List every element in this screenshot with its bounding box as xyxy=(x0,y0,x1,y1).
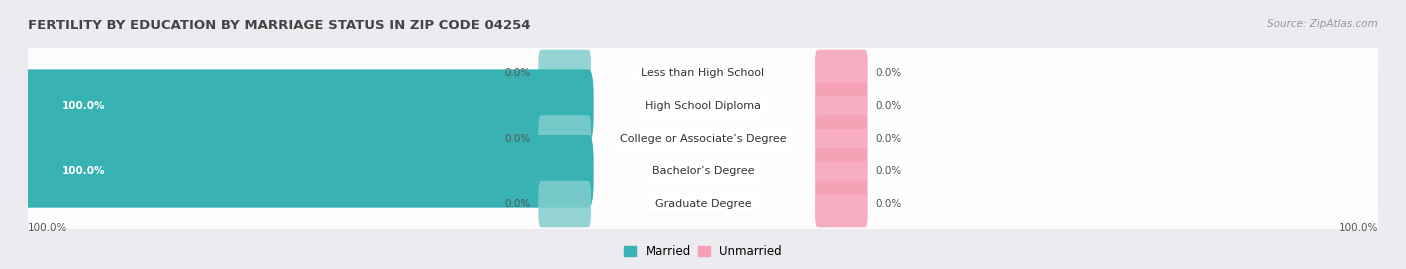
Text: 100.0%: 100.0% xyxy=(28,223,67,233)
Legend: Married, Unmarried: Married, Unmarried xyxy=(620,240,786,262)
FancyBboxPatch shape xyxy=(25,34,1381,112)
Text: 0.0%: 0.0% xyxy=(875,199,901,209)
FancyBboxPatch shape xyxy=(22,69,593,142)
Text: FERTILITY BY EDUCATION BY MARRIAGE STATUS IN ZIP CODE 04254: FERTILITY BY EDUCATION BY MARRIAGE STATU… xyxy=(28,19,530,32)
Text: 0.0%: 0.0% xyxy=(875,133,901,144)
Text: 100.0%: 100.0% xyxy=(62,166,105,176)
FancyBboxPatch shape xyxy=(815,115,868,162)
FancyBboxPatch shape xyxy=(538,115,591,162)
Text: 0.0%: 0.0% xyxy=(875,166,901,176)
FancyBboxPatch shape xyxy=(25,100,1381,177)
FancyBboxPatch shape xyxy=(815,148,868,194)
Text: 0.0%: 0.0% xyxy=(505,133,531,144)
FancyBboxPatch shape xyxy=(538,181,591,227)
FancyBboxPatch shape xyxy=(815,181,868,227)
Text: High School Diploma: High School Diploma xyxy=(645,101,761,111)
Text: College or Associate’s Degree: College or Associate’s Degree xyxy=(620,133,786,144)
Text: 0.0%: 0.0% xyxy=(505,199,531,209)
Text: 0.0%: 0.0% xyxy=(505,68,531,78)
FancyBboxPatch shape xyxy=(815,50,868,96)
FancyBboxPatch shape xyxy=(815,83,868,129)
FancyBboxPatch shape xyxy=(25,165,1381,243)
Text: Less than High School: Less than High School xyxy=(641,68,765,78)
Text: Source: ZipAtlas.com: Source: ZipAtlas.com xyxy=(1267,19,1378,29)
FancyBboxPatch shape xyxy=(538,50,591,96)
Text: 100.0%: 100.0% xyxy=(1339,223,1378,233)
Text: 0.0%: 0.0% xyxy=(875,101,901,111)
Text: Graduate Degree: Graduate Degree xyxy=(655,199,751,209)
FancyBboxPatch shape xyxy=(25,133,1381,210)
FancyBboxPatch shape xyxy=(22,135,593,208)
FancyBboxPatch shape xyxy=(25,67,1381,144)
Text: Bachelor’s Degree: Bachelor’s Degree xyxy=(652,166,754,176)
Text: 100.0%: 100.0% xyxy=(62,101,105,111)
Text: 0.0%: 0.0% xyxy=(875,68,901,78)
